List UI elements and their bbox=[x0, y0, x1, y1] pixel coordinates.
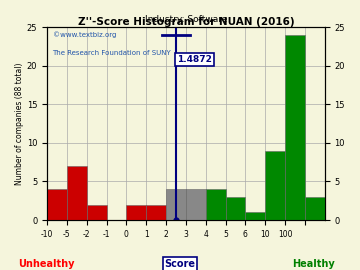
Text: ©www.textbiz.org: ©www.textbiz.org bbox=[53, 31, 116, 38]
Bar bbox=[87, 205, 107, 220]
Bar bbox=[186, 189, 206, 220]
Y-axis label: Number of companies (88 total): Number of companies (88 total) bbox=[15, 62, 24, 185]
Text: Unhealthy: Unhealthy bbox=[19, 259, 75, 269]
Bar bbox=[265, 151, 285, 220]
Bar bbox=[146, 205, 166, 220]
Bar bbox=[246, 212, 265, 220]
Text: Industry: Software: Industry: Software bbox=[145, 15, 227, 24]
Bar bbox=[166, 189, 186, 220]
Text: Healthy: Healthy bbox=[292, 259, 334, 269]
Bar bbox=[305, 197, 325, 220]
Bar bbox=[47, 189, 67, 220]
Text: 1.4872: 1.4872 bbox=[177, 55, 212, 64]
Bar bbox=[206, 189, 226, 220]
Text: Score: Score bbox=[165, 259, 195, 269]
Bar bbox=[126, 205, 146, 220]
Title: Z''-Score Histogram for NUAN (2016): Z''-Score Histogram for NUAN (2016) bbox=[77, 17, 294, 27]
Bar bbox=[67, 166, 87, 220]
Bar bbox=[226, 197, 246, 220]
Bar bbox=[285, 35, 305, 220]
Text: The Research Foundation of SUNY: The Research Foundation of SUNY bbox=[53, 50, 171, 56]
